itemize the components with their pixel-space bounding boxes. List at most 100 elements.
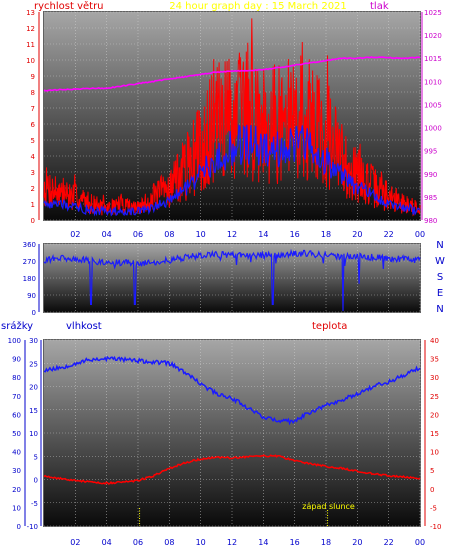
precipitation-tick-label: 100 [8, 337, 21, 345]
humidity-tick-label: 5 [34, 453, 38, 461]
x-tick-label: 10 [196, 230, 206, 239]
precipitation-tick-label: 30 [12, 467, 21, 475]
compass-label: N [436, 240, 443, 251]
precipitation-tick-label: 50 [12, 430, 21, 438]
humidity-tick-label: 0 [34, 477, 38, 485]
temperature-tick-label: 40 [430, 337, 439, 345]
humidity-tick-label: 25 [29, 360, 38, 368]
compass-label: W [435, 256, 445, 267]
y2-tick-label: 1010 [424, 78, 442, 86]
y-tick-label: 12 [26, 25, 35, 33]
x-tick-label: 20 [352, 538, 362, 547]
y2-tick-label: 1005 [424, 101, 442, 109]
y-tick-label: 270 [23, 258, 36, 266]
humidity-tick-label: 10 [29, 430, 38, 438]
x-tick-label: 14 [258, 538, 268, 547]
y-tick-label: 8 [31, 89, 35, 97]
x-tick-label: 08 [164, 230, 174, 239]
humidity-temperature-panel: -10-50510152025300102030405060708090100-… [8, 337, 442, 547]
temperature-tick-label: 20 [430, 411, 439, 419]
temperature-tick-label: 10 [430, 449, 439, 457]
y2-tick-label: 995 [424, 148, 437, 156]
y-tick-label: 2 [31, 185, 35, 193]
x-tick-label: 02 [70, 538, 80, 547]
y-tick-label: 0 [31, 217, 35, 225]
temperature-tick-label: 0 [430, 486, 434, 494]
humidity-tick-label: 20 [29, 384, 38, 392]
x-tick-label: 18 [321, 230, 331, 239]
y2-tick-label: 985 [424, 194, 437, 202]
x-tick-label: 04 [102, 230, 112, 239]
pressure-line [43, 56, 421, 92]
humidity-tick-label: 15 [29, 407, 38, 415]
y-tick-label: 1 [31, 201, 35, 209]
x-tick-label: 04 [102, 538, 112, 547]
y-tick-label: 9 [31, 73, 35, 81]
y-tick-label: 6 [31, 121, 36, 129]
compass-label: N [436, 304, 443, 315]
temperature-tick-label: 5 [430, 467, 434, 475]
humidity-axis-title: vlhkost [66, 321, 102, 332]
y2-tick-label: 980 [424, 217, 437, 225]
y2-tick-label: 1015 [424, 55, 442, 63]
temperature-tick-label: 35 [430, 356, 439, 364]
plot-border [43, 243, 421, 313]
precipitation-tick-label: 80 [12, 374, 21, 382]
humidity-line [43, 355, 421, 426]
x-tick-label: 00 [415, 230, 425, 239]
temperature-tick-label: 15 [430, 430, 439, 438]
temperature-line [43, 454, 421, 485]
x-tick-label: 12 [227, 538, 237, 547]
y-tick-label: 4 [31, 153, 36, 161]
precipitation-tick-label: 40 [12, 449, 21, 457]
compass-label: E [437, 288, 443, 299]
x-tick-label: 06 [133, 230, 143, 239]
plot-border [43, 11, 421, 221]
y-tick-label: 180 [23, 275, 36, 283]
x-tick-label: 02 [70, 230, 80, 239]
chart-title: 24 hour graph day : 15 March 2021 [169, 1, 347, 12]
y2-tick-label: 1000 [424, 125, 442, 133]
y-tick-label: 7 [31, 105, 35, 113]
temperature-tick-label: -5 [430, 504, 437, 512]
pressure-axis-title: tlak [370, 1, 389, 12]
y-tick-label: 0 [32, 309, 36, 317]
x-tick-label: 22 [384, 538, 394, 547]
temperature-tick-label: -10 [430, 523, 441, 531]
temperature-tick-label: 30 [430, 374, 439, 382]
precipitation-tick-label: 20 [12, 486, 21, 494]
humidity-tick-label: -5 [31, 500, 38, 508]
wind-average-line [43, 123, 421, 217]
x-tick-label: 14 [258, 230, 268, 239]
wind-pressure-panel: 0123456789101112139809859909951000100510… [26, 9, 442, 239]
y-tick-label: 11 [26, 41, 35, 49]
y-tick-label: 90 [27, 292, 36, 300]
precipitation-tick-label: 70 [12, 393, 21, 401]
x-tick-label: 20 [352, 230, 362, 239]
y2-tick-label: 1020 [424, 32, 442, 40]
temperature-axis-title: teplota [312, 321, 347, 332]
sunset-annotation: západ slunce [302, 502, 355, 511]
x-tick-label: 06 [133, 538, 143, 547]
compass-label: S [437, 272, 443, 283]
temperature-tick-label: 25 [430, 393, 439, 401]
plot-border [43, 339, 421, 527]
precipitation-tick-label: 90 [12, 356, 21, 364]
y-tick-label: 360 [23, 241, 36, 249]
y-tick-label: 13 [26, 9, 35, 17]
x-tick-label: 16 [290, 538, 300, 547]
humidity-tick-label: -10 [27, 523, 38, 531]
x-tick-label: 12 [227, 230, 237, 239]
precipitation-tick-label: 0 [17, 523, 21, 531]
y-tick-label: 10 [26, 57, 35, 65]
humidity-tick-label: 30 [29, 337, 38, 345]
y2-tick-label: 1025 [424, 9, 442, 17]
precipitation-tick-label: 60 [12, 411, 21, 419]
precipitation-tick-label: 10 [12, 504, 21, 512]
wind-speed-axis-title: rychlost větru [34, 0, 104, 12]
x-tick-label: 22 [384, 230, 394, 239]
y-tick-label: 5 [31, 137, 35, 145]
x-tick-label: 10 [196, 538, 206, 547]
